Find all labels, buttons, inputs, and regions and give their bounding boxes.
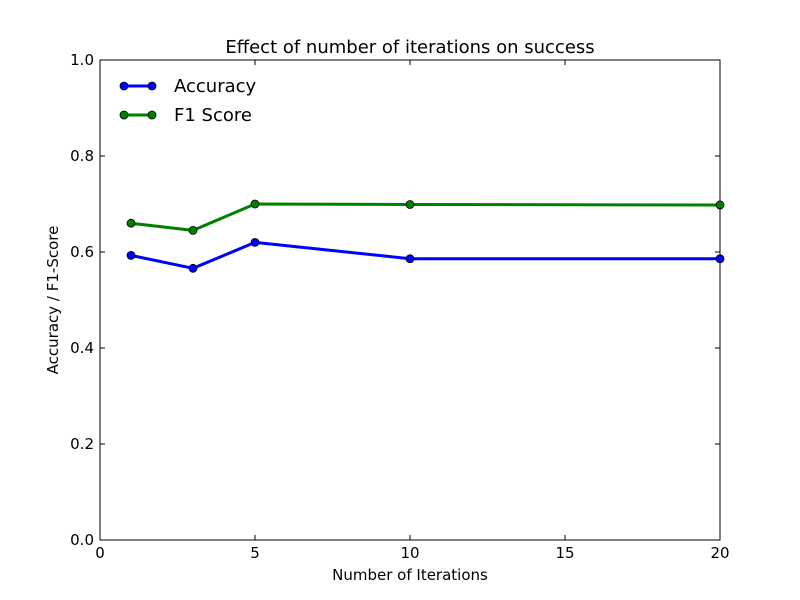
y-tick-label: 0.6: [70, 243, 94, 261]
y-tick-label: 0.8: [70, 147, 94, 165]
chart-title: Effect of number of iterations on succes…: [225, 37, 594, 58]
series-layer: [126, 199, 725, 273]
x-axis: 0 5 10 15 20: [95, 60, 730, 562]
legend-marker: [147, 110, 157, 120]
legend-marker: [119, 81, 129, 91]
legend: Accuracy F1 Score: [119, 76, 257, 126]
legend-label: Accuracy: [174, 76, 257, 97]
data-point-f1-score: [250, 199, 260, 209]
legend-item-f1-score: F1 Score: [119, 105, 252, 126]
legend-label: F1 Score: [174, 105, 252, 126]
data-point-accuracy: [126, 250, 136, 260]
legend-marker: [147, 81, 157, 91]
y-axis: 0.0 0.2 0.4 0.6 0.8 1.0: [70, 51, 720, 549]
data-point-f1-score: [188, 225, 198, 235]
legend-item-accuracy: Accuracy: [119, 76, 257, 97]
data-point-accuracy: [715, 254, 725, 264]
data-point-accuracy: [405, 254, 415, 264]
y-tick-label: 0.0: [70, 531, 94, 549]
data-point-f1-score: [405, 200, 415, 209]
data-point-accuracy: [188, 263, 198, 273]
x-tick-label: 5: [250, 544, 260, 562]
x-tick-label: 0: [95, 544, 105, 562]
x-tick-label: 20: [710, 544, 729, 562]
y-tick-label: 1.0: [70, 51, 94, 69]
data-point-accuracy: [250, 237, 260, 247]
data-point-f1-score: [715, 200, 725, 210]
legend-marker: [119, 110, 129, 120]
data-point-f1-score: [126, 218, 136, 228]
y-tick-label: 0.4: [70, 339, 94, 357]
y-tick-label: 0.2: [70, 435, 94, 453]
x-axis-label: Number of Iterations: [332, 566, 488, 584]
x-tick-label: 10: [400, 544, 419, 562]
y-axis-label: Accuracy / F1-Score: [44, 226, 62, 375]
x-tick-label: 15: [555, 544, 574, 562]
